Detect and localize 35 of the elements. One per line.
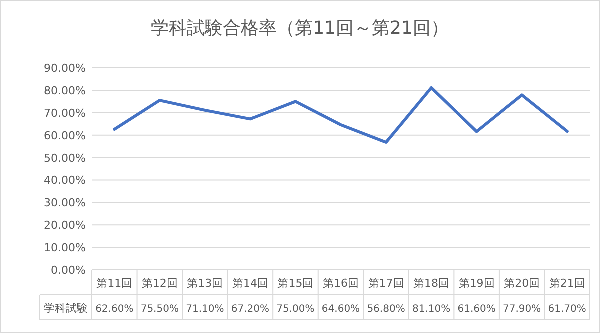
x-tick-label: 第18回 [414, 277, 450, 290]
x-tick-label: 第11回 [96, 277, 133, 290]
y-tick-label: 90.00% [44, 62, 86, 75]
x-tick-label: 第16回 [323, 277, 359, 290]
y-tick-label: 70.00% [44, 106, 86, 120]
data-label: 75.00% [276, 304, 315, 315]
y-tick-label: 30.00% [44, 196, 86, 210]
x-tick-label: 第14回 [232, 277, 268, 290]
y-tick-label: 50.00% [44, 152, 86, 165]
y-tick-label: 0.00% [51, 264, 86, 277]
data-label: 75.50% [140, 304, 179, 315]
data-label: 71.10% [186, 304, 224, 315]
x-tick-label: 第17回 [368, 277, 404, 290]
x-tick-label: 第19回 [458, 277, 495, 290]
data-label: 67.20% [231, 304, 270, 315]
data-label: 61.70% [548, 304, 586, 315]
x-tick-label: 第13回 [187, 277, 224, 290]
x-tick-label: 第15回 [278, 277, 314, 290]
x-tick-label: 第20回 [504, 277, 540, 290]
chart-title: 学科試験合格率（第11回～第21回） [151, 18, 449, 39]
data-label: 77.90% [503, 304, 542, 315]
data-label: 64.60% [322, 304, 360, 315]
y-tick-label: 80.00% [44, 84, 86, 98]
x-tick-label: 第12回 [142, 277, 178, 290]
data-label: 62.60% [96, 304, 134, 315]
data-label: 56.80% [367, 304, 406, 315]
y-tick-label: 20.00% [44, 219, 86, 232]
x-tick-label: 第21回 [549, 277, 586, 290]
data-label: 61.60% [458, 304, 496, 315]
data-label: 81.10% [412, 304, 451, 315]
text: 学科試験 [44, 302, 88, 315]
y-tick-label: 40.00% [44, 174, 86, 188]
y-tick-label: 10.00% [44, 242, 86, 255]
line-series [113, 86, 569, 144]
y-tick-label: 60.00% [44, 129, 86, 142]
